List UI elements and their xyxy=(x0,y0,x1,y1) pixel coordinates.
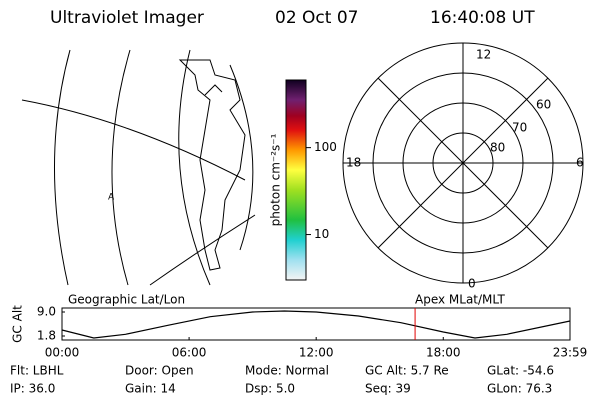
polar-grid xyxy=(342,42,584,284)
status-field: IP: 36.0 xyxy=(10,382,55,396)
x-tick-label: 06:00 xyxy=(172,346,207,360)
right-label: Apex MLat/MLT xyxy=(415,293,505,307)
time: 16:40:08 UT xyxy=(430,8,535,28)
altitude-line xyxy=(61,310,571,339)
x-tick-label: 12:00 xyxy=(299,346,334,360)
colorbar-tick-label: 100 xyxy=(314,140,337,154)
status-field: Seq: 39 xyxy=(365,382,411,396)
title: Ultraviolet Imager xyxy=(50,8,204,28)
x-tick-label: 18:00 xyxy=(426,346,461,360)
altitude-frame xyxy=(61,307,571,341)
colorbar-label: photon cm⁻²s⁻¹ xyxy=(269,133,283,226)
status-field: Gain: 14 xyxy=(125,382,176,396)
polar-label: 0 xyxy=(468,277,476,291)
x-tick-label: 00:00 xyxy=(45,346,80,360)
polar-label: 12 xyxy=(476,48,491,62)
status-field: Mode: Normal xyxy=(245,364,329,378)
polar-ring-label: 60 xyxy=(536,98,551,112)
date: 02 Oct 07 xyxy=(275,8,358,28)
left-label: Geographic Lat/Lon xyxy=(68,293,185,307)
status-field: GLon: 76.3 xyxy=(487,382,552,396)
map-marker: A xyxy=(108,193,115,203)
y-tick-label: 1.8 xyxy=(37,329,56,343)
status-field: GLat: -54.6 xyxy=(487,364,554,378)
colorbar xyxy=(285,79,307,281)
y-tick-label: 9.0 xyxy=(37,305,56,319)
status-field: Dsp: 5.0 xyxy=(245,382,295,396)
polar-label: 18 xyxy=(346,156,361,170)
polar-label: 6 xyxy=(576,156,584,170)
status-field: Door: Open xyxy=(125,364,194,378)
map xyxy=(21,49,256,286)
x-tick-label: 23:59 xyxy=(553,346,588,360)
polar-ring-label: 80 xyxy=(490,141,505,155)
y-axis-label: GC Alt xyxy=(11,305,25,343)
polar-ring-label: 70 xyxy=(512,121,527,135)
status-field: GC Alt: 5.7 Re xyxy=(365,364,449,378)
status-field: Flt: LBHL xyxy=(10,364,64,378)
colorbar-tick-label: 10 xyxy=(314,227,329,241)
